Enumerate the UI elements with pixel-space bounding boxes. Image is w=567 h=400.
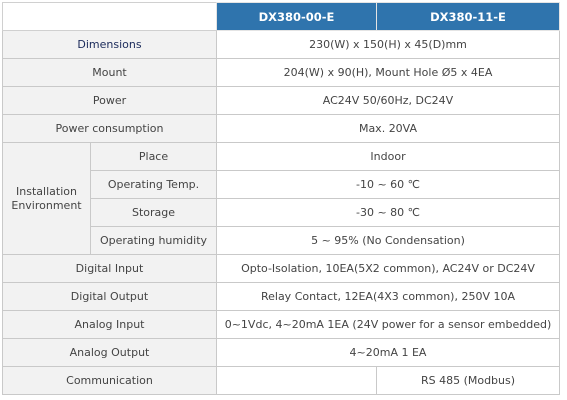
operating-temp-value: -10 ~ 60 ℃: [216, 170, 560, 199]
row-analog-output: Analog Output 4~20mA 1 EA: [2, 338, 560, 367]
spec-table: DX380-00-E DX380-11-E Dimensions 230(W) …: [2, 2, 560, 395]
installation-label-line1: Installation: [16, 184, 77, 198]
digital-output-label: Digital Output: [2, 282, 217, 311]
place-value: Indoor: [216, 142, 560, 171]
row-digital-output: Digital Output Relay Contact, 12EA(4X3 c…: [2, 282, 560, 311]
header-row: DX380-00-E DX380-11-E: [2, 2, 560, 31]
digital-input-label: Digital Input: [2, 254, 217, 283]
row-operating-temp: Operating Temp. -10 ~ 60 ℃: [3, 170, 560, 199]
row-analog-input: Analog Input 0~1Vdc, 4~20mA 1EA (24V pow…: [2, 310, 560, 339]
header-model-1: DX380-00-E: [216, 2, 377, 31]
operating-temp-label: Operating Temp.: [90, 170, 217, 199]
header-model-2: DX380-11-E: [376, 2, 560, 31]
analog-input-value: 0~1Vdc, 4~20mA 1EA (24V power for a sens…: [216, 310, 560, 339]
mount-value: 204(W) x 90(H), Mount Hole Ø5 x 4EA: [216, 58, 560, 87]
header-blank-cell: [2, 2, 217, 31]
communication-label: Communication: [2, 366, 217, 395]
installation-label-line2: Environment: [11, 198, 82, 212]
row-dimensions: Dimensions 230(W) x 150(H) x 45(D)mm: [2, 30, 560, 59]
digital-output-value: Relay Contact, 12EA(4X3 common), 250V 10…: [216, 282, 560, 311]
row-operating-humidity: Operating humidity 5 ~ 95% (No Condensat…: [3, 226, 560, 255]
row-digital-input: Digital Input Opto-Isolation, 10EA(5X2 c…: [2, 254, 560, 283]
communication-value-model-1: [216, 366, 377, 395]
row-communication: Communication RS 485 (Modbus): [2, 366, 560, 395]
row-place: Installation Environment Place Indoor: [2, 142, 560, 255]
analog-input-label: Analog Input: [2, 310, 217, 339]
row-storage: Storage -30 ~ 80 ℃: [3, 198, 560, 227]
mount-label: Mount: [2, 58, 217, 87]
row-mount: Mount 204(W) x 90(H), Mount Hole Ø5 x 4E…: [2, 58, 560, 87]
power-consumption-value: Max. 20VA: [216, 114, 560, 143]
analog-output-value: 4~20mA 1 EA: [216, 338, 560, 367]
communication-value-model-2: RS 485 (Modbus): [376, 366, 560, 395]
installation-environment-label: Installation Environment: [2, 142, 91, 255]
operating-humidity-label: Operating humidity: [90, 226, 217, 255]
storage-value: -30 ~ 80 ℃: [216, 198, 560, 227]
power-label: Power: [2, 86, 217, 115]
digital-input-value: Opto-Isolation, 10EA(5X2 common), AC24V …: [216, 254, 560, 283]
row-power: Power AC24V 50/60Hz, DC24V: [2, 86, 560, 115]
operating-humidity-value: 5 ~ 95% (No Condensation): [216, 226, 560, 255]
dimensions-value: 230(W) x 150(H) x 45(D)mm: [216, 30, 560, 59]
analog-output-label: Analog Output: [2, 338, 217, 367]
storage-label: Storage: [90, 198, 217, 227]
power-consumption-label: Power consumption: [2, 114, 217, 143]
place-label: Place: [90, 142, 217, 171]
dimensions-label: Dimensions: [2, 30, 217, 59]
power-value: AC24V 50/60Hz, DC24V: [216, 86, 560, 115]
row-power-consumption: Power consumption Max. 20VA: [2, 114, 560, 143]
